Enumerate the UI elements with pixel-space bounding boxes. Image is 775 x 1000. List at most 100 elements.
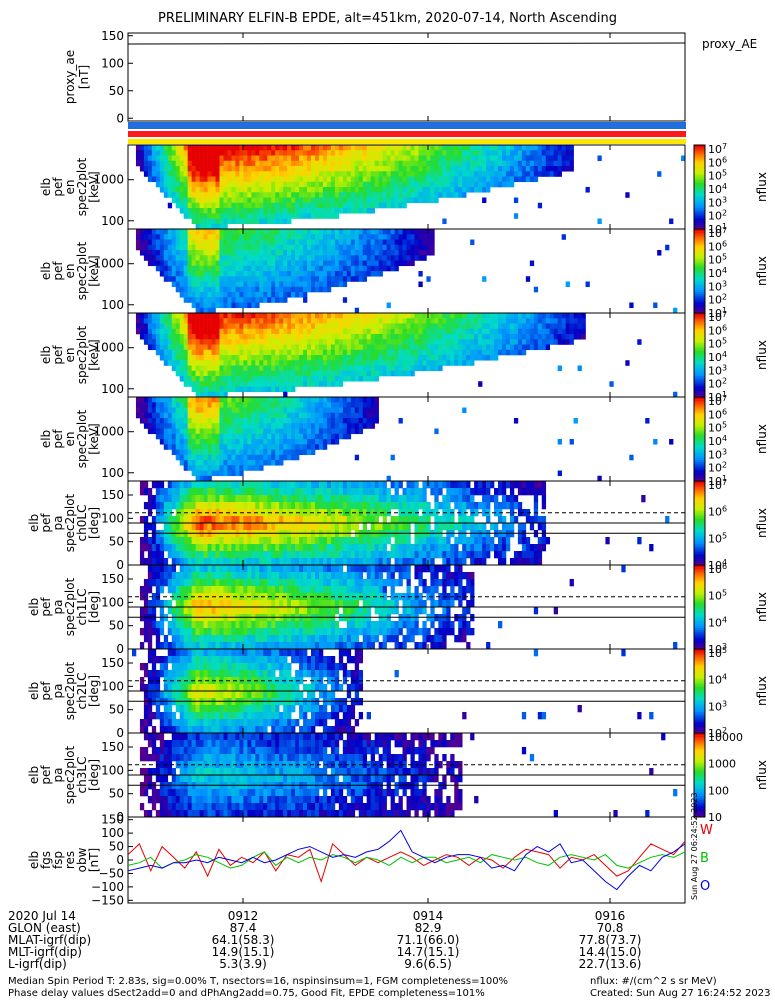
spectrogram-cell — [167, 187, 173, 193]
spectrogram-cell — [338, 239, 344, 246]
spectrogram-cell — [243, 218, 248, 225]
spectrogram-cell — [362, 265, 368, 272]
spectrogram-cell — [159, 439, 165, 445]
spectrogram-cell — [263, 313, 268, 319]
spectrogram-cell — [311, 551, 316, 559]
spectrogram-cell — [342, 255, 348, 261]
spectrogram-cell — [346, 244, 352, 251]
spectrogram-cell — [239, 166, 244, 172]
spectrogram-cell — [386, 260, 391, 267]
spectrogram-cell — [303, 166, 308, 172]
spectrogram-cell — [597, 218, 602, 225]
spectrogram-cell — [263, 370, 268, 377]
spectrogram-cell — [227, 244, 232, 251]
spectrogram-cell — [307, 418, 312, 424]
spectrogram-cell — [207, 454, 212, 461]
spectrogram-cell — [557, 171, 562, 177]
spectrogram-cell — [271, 516, 276, 524]
spectrogram-cell — [267, 537, 272, 545]
spectrogram-cell — [541, 318, 547, 324]
spectrogram-cell — [482, 181, 487, 188]
spectrogram-cell — [370, 344, 375, 351]
spectrogram-cell — [366, 488, 371, 496]
spectrogram-cell — [179, 250, 184, 256]
spectrogram-cell — [529, 339, 535, 345]
spectrogram-cell — [143, 481, 149, 489]
spectrogram-cell — [207, 360, 212, 366]
spectrogram-cell — [442, 155, 447, 162]
spectrogram-cell — [338, 281, 344, 288]
spectrogram-cell — [295, 444, 300, 450]
spectrogram-cell — [354, 229, 360, 235]
spectrogram-cell — [243, 250, 248, 256]
spectrogram-cell — [255, 166, 260, 172]
spectrogram-cell — [187, 286, 192, 293]
spectrogram-cell — [223, 160, 228, 167]
spectrogram-cell — [247, 537, 252, 545]
spectrogram-cell — [259, 276, 264, 282]
spectrogram-cell — [394, 558, 399, 566]
spectrogram-cell — [175, 516, 181, 524]
spectrogram-cell — [430, 192, 435, 198]
spectrogram-cell — [330, 365, 336, 372]
spectrogram-cell — [179, 171, 184, 177]
spectrogram-cell — [267, 481, 272, 489]
spectrogram-cell — [350, 488, 356, 496]
spectrogram-cell — [303, 449, 308, 456]
spectrogram-cell — [299, 260, 304, 267]
spectrogram-cell — [370, 334, 375, 340]
spectrogram-cell — [263, 323, 268, 330]
spectrogram-cell — [394, 349, 399, 356]
spectrogram-cell — [235, 276, 240, 282]
spectrogram-cell — [251, 208, 256, 214]
spectrogram-cell — [370, 160, 375, 167]
spectrogram-cell — [267, 208, 272, 214]
spectrogram-cell — [195, 187, 200, 193]
spectrogram-cell — [299, 229, 304, 235]
spectrogram-cell — [533, 286, 539, 293]
proxy-ae-tick-label: 0 — [116, 111, 124, 125]
spectrogram-cell — [139, 407, 145, 414]
spectrogram-cell — [147, 423, 153, 429]
spectrogram-cell — [279, 328, 284, 335]
spectrogram-cell — [251, 428, 256, 435]
spectrogram-cell — [418, 160, 423, 167]
spectrogram-cell — [438, 181, 443, 188]
spectrogram-cell — [378, 318, 383, 324]
spectrogram-cell — [279, 234, 284, 240]
spectrogram-cell — [402, 544, 407, 552]
spectrogram-cell — [311, 439, 316, 445]
spectrogram-cell — [295, 155, 300, 162]
spectrogram-cell — [207, 544, 212, 552]
spectrogram-cell — [291, 192, 296, 198]
spectrogram-cell — [243, 323, 248, 330]
spectrogram-cell — [147, 166, 153, 172]
spectrogram-cell — [390, 239, 395, 246]
spectrogram-cell — [271, 166, 276, 172]
spectrogram-cell — [199, 318, 204, 324]
spectrogram-cell — [287, 433, 292, 440]
spectrogram-cell — [414, 481, 419, 489]
spectrogram-cell — [151, 171, 157, 177]
spectrogram-cell — [314, 197, 320, 204]
spectrogram-cell — [255, 523, 260, 531]
spectrogram-cell — [322, 360, 328, 366]
spectrogram-cell — [311, 334, 316, 340]
spectrogram-cell — [223, 418, 228, 424]
spectrogram-cell — [255, 187, 260, 193]
spectrogram-cell — [187, 516, 192, 524]
spectrogram-cell — [183, 187, 188, 193]
spectrogram-cell — [163, 412, 169, 419]
spectrogram-cell — [478, 166, 483, 172]
spectrogram-cell — [406, 313, 411, 319]
spectrogram-cell — [358, 202, 364, 209]
spectrogram-cell — [211, 334, 216, 340]
spectrogram-cell — [299, 171, 304, 177]
spectrogram-cell — [239, 208, 244, 214]
spectrogram-cell — [314, 202, 320, 209]
spectrogram-cell — [322, 171, 328, 177]
spectrogram-cell — [275, 412, 280, 419]
spectrogram-cell — [183, 328, 188, 335]
spectrogram-cell — [318, 365, 324, 372]
spectrogram-cell — [263, 292, 268, 298]
